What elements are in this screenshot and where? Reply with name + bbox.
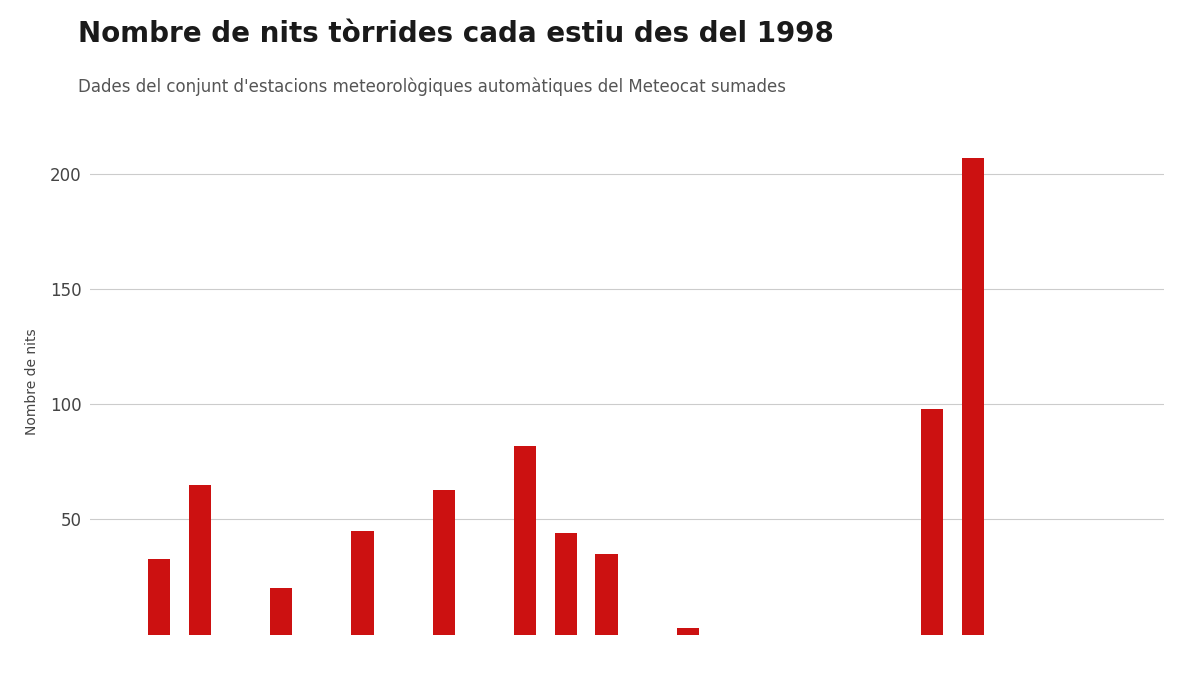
Bar bbox=[270, 589, 293, 634]
Bar bbox=[352, 531, 373, 634]
Bar bbox=[961, 158, 984, 634]
Bar bbox=[188, 485, 211, 634]
Bar bbox=[148, 558, 170, 634]
Text: Nombre de nits tòrrides cada estiu des del 1998: Nombre de nits tòrrides cada estiu des d… bbox=[78, 20, 834, 48]
Bar bbox=[920, 409, 943, 634]
Bar bbox=[554, 533, 577, 634]
Text: Dades del conjunt d'estacions meteorològiques automàtiques del Meteocat sumades: Dades del conjunt d'estacions meteorològ… bbox=[78, 78, 786, 96]
Bar bbox=[514, 446, 536, 634]
Bar bbox=[595, 554, 618, 634]
Y-axis label: Nombre de nits: Nombre de nits bbox=[25, 328, 38, 435]
Bar bbox=[433, 489, 455, 634]
Bar bbox=[677, 628, 700, 634]
